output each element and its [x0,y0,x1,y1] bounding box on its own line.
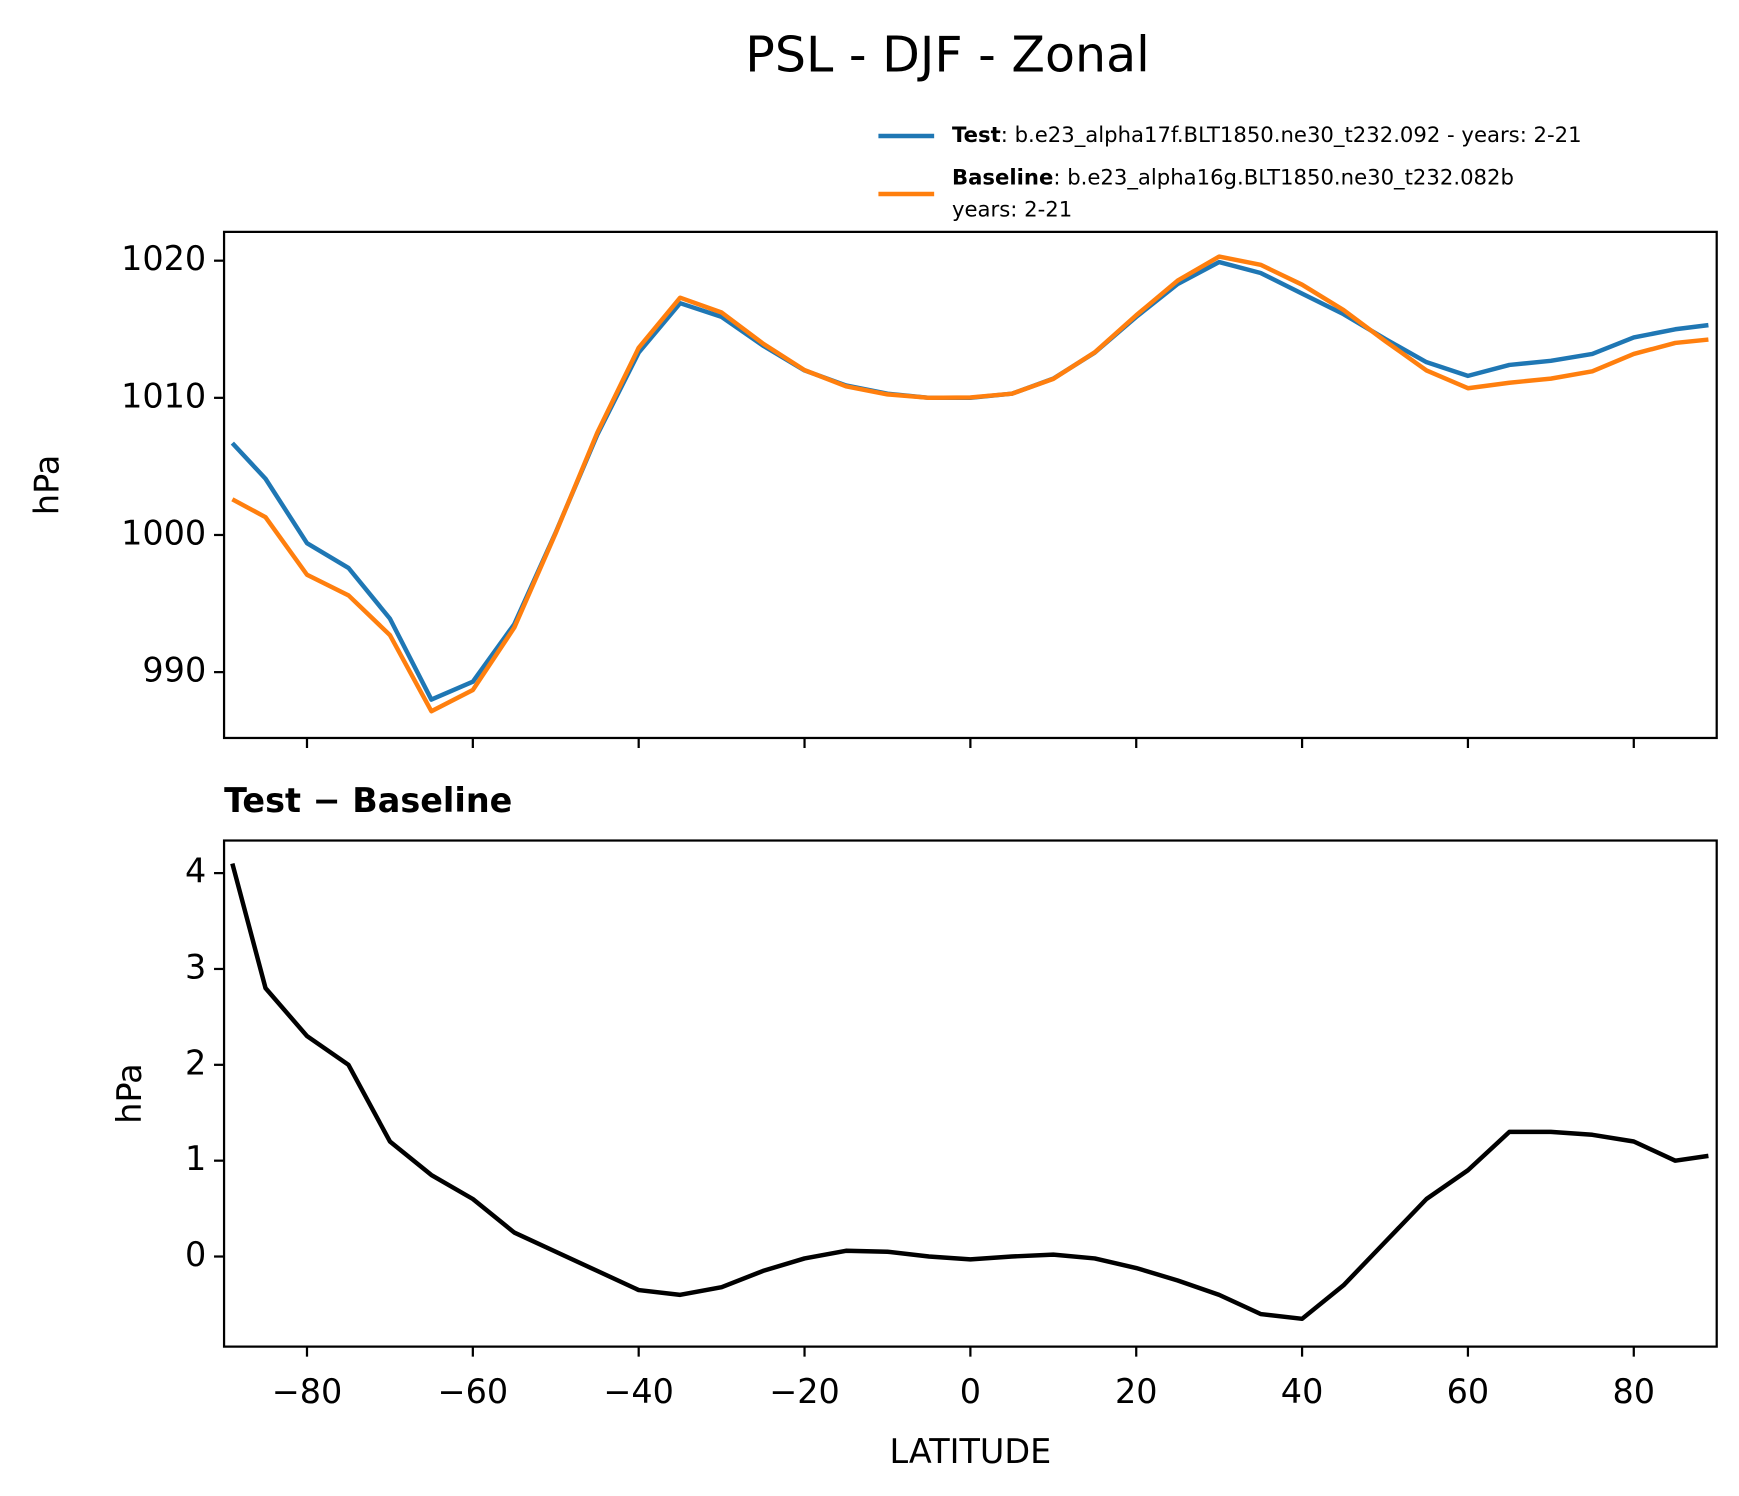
legend-label: years: 2-21 [952,197,1072,222]
subplot-title: Test − Baseline [224,781,512,820]
x-tick-label: −20 [769,1372,840,1411]
data-line [230,259,1709,702]
legend-label: Baseline: b.e23_alpha16g.BLT1850.ne30_t2… [952,164,1514,190]
x-tick-label: 20 [1115,1372,1158,1411]
y-tick-label: 2 [185,1043,206,1082]
y-tick-label: 1010 [121,376,206,415]
legend-description: years: 2-21 [952,197,1072,222]
axes-frame [222,839,1718,1348]
legend-description: : b.e23_alpha16g.BLT1850.ne30_t232.082b [1053,164,1514,190]
y-tick-label: 1000 [121,513,206,552]
y-tick-label: 4 [185,852,206,891]
data-line [231,254,1709,714]
x-tick-label: −40 [603,1372,674,1411]
x-axis-label: LATITUDE [890,1432,1052,1471]
y-tick-label: 3 [185,947,206,986]
legend-name: Baseline [952,164,1053,189]
y-tick-label: 1 [185,1139,206,1178]
axes-frame [222,230,1718,740]
x-tick-label: −60 [438,1372,509,1411]
figure-title: PSL - DJF - Zonal [745,25,1149,83]
y-tick-label: 1020 [121,239,206,278]
x-tick-label: 80 [1612,1372,1655,1411]
y-axis-label: hPa [110,1063,149,1123]
y-tick-label: 990 [142,651,206,690]
x-tick-label: 40 [1281,1372,1324,1411]
y-axis-label: hPa [28,455,67,515]
x-tick-label: −80 [272,1372,343,1411]
x-tick-label: 0 [960,1372,981,1411]
y-tick-label: 0 [185,1235,206,1274]
x-tick-label: 60 [1447,1372,1490,1411]
legend-name: Test [952,122,1001,147]
legend-description: : b.e23_alpha17f.BLT1850.ne30_t232.092 -… [1001,122,1582,148]
data-line [230,862,1709,1322]
legend-label: Test: b.e23_alpha17f.BLT1850.ne30_t232.0… [952,122,1582,148]
